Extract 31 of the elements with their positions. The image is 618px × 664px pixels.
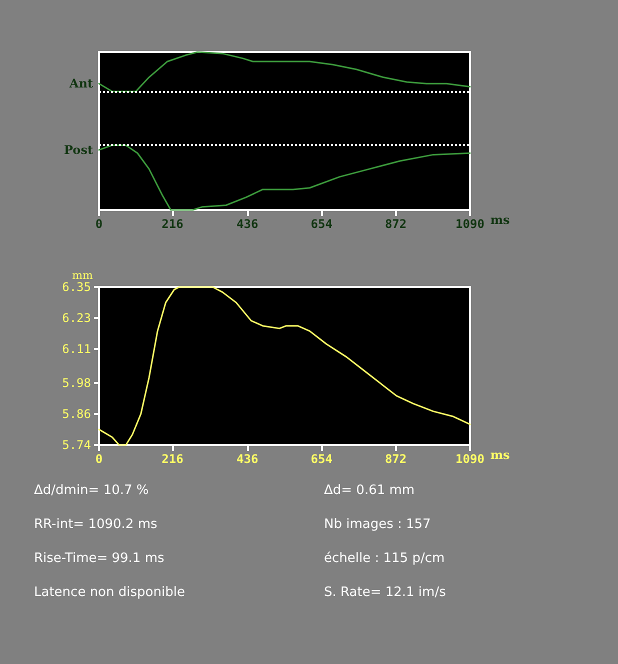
x-tick-label: 1090 <box>456 217 484 231</box>
x-tick-label: 1090 <box>456 452 484 466</box>
text: échelle : 115 p/cm <box>324 551 446 566</box>
x-tick-label: 872 <box>384 452 407 466</box>
x-tick-label: 0 <box>95 452 103 466</box>
x-tick-label: 436 <box>236 452 258 466</box>
series-label: Post <box>64 142 94 157</box>
text: Δd= 0.61 mm <box>324 483 416 498</box>
text: Δd/dmin= 10.7 % <box>34 483 150 498</box>
x-tick-label: 216 <box>162 452 184 466</box>
y-tick-label: 5.86 <box>62 406 91 421</box>
text: Nb images : 157 <box>324 517 432 532</box>
text: S. Rate= 12.1 im/s <box>324 585 447 600</box>
x-tick-label: 654 <box>310 217 332 231</box>
y-tick-label: 6.11 <box>62 342 91 356</box>
y-tick-label: 5.74 <box>62 438 91 452</box>
y-tick-label: 6.35 <box>62 280 91 294</box>
text: Rise-Time= 99.1 ms <box>34 551 166 566</box>
x-tick-label: 872 <box>384 217 407 231</box>
y-axis-title: mm <box>72 269 94 282</box>
y-tick-label: 6.23 <box>62 311 91 326</box>
x-tick-label: 654 <box>310 452 332 466</box>
text: Latence non disponible <box>34 585 186 600</box>
x-tick-label: 436 <box>236 217 258 231</box>
x-axis-title: ms <box>490 213 510 227</box>
x-tick-label: 0 <box>95 217 103 231</box>
x-axis-title: ms <box>490 448 510 462</box>
x-tick-label: 216 <box>162 217 184 231</box>
text: RR-int= 1090.2 ms <box>34 517 158 532</box>
y-tick-label: 5.98 <box>62 376 91 390</box>
series-label: Ant <box>68 76 94 91</box>
